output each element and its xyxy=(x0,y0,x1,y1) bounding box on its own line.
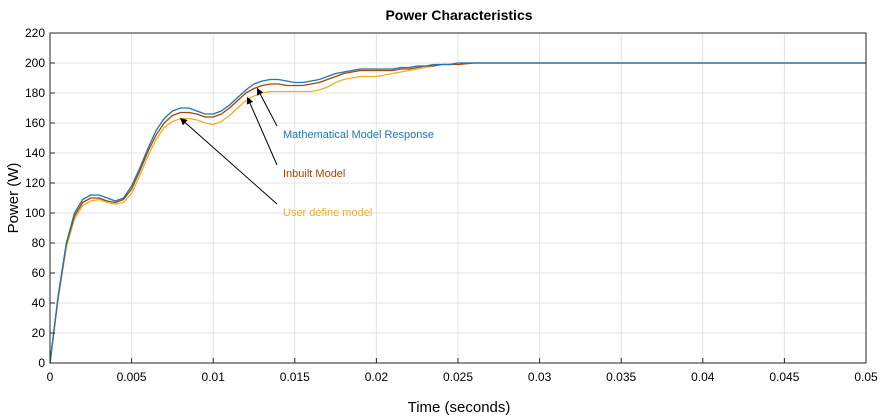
x-tick-label: 0.02 xyxy=(365,370,389,384)
series-layer xyxy=(49,62,866,364)
x-tick-label: 0.01 xyxy=(202,370,226,384)
series-line-mathematical-model-response xyxy=(49,62,866,364)
y-tick-label: 180 xyxy=(25,86,45,100)
y-tick-label: 220 xyxy=(25,26,45,40)
y-tick-label: 20 xyxy=(32,326,46,340)
y-tick-label: 140 xyxy=(25,146,45,160)
y-tick-label: 0 xyxy=(38,356,45,370)
grid-lines xyxy=(49,32,867,364)
x-tick-label: 0.05 xyxy=(854,370,878,384)
annotation-arrow xyxy=(180,118,278,205)
x-tick-label: 0.04 xyxy=(691,370,715,384)
y-tick-label: 100 xyxy=(25,206,45,220)
y-tick-label: 40 xyxy=(32,296,46,310)
y-tick-label: 160 xyxy=(25,116,45,130)
x-axis-label: Time (seconds) xyxy=(408,399,511,416)
axis-ticks: 0 0.005 0.01 0.015 0.02 0.025 0.03 0.035 0.04 0.0… xyxy=(25,26,878,384)
y-tick-label: 80 xyxy=(32,236,46,250)
x-tick-label: 0.03 xyxy=(528,370,552,384)
annotation-arrow xyxy=(246,96,278,166)
x-tick-label: 0.005 xyxy=(117,370,147,384)
x-tick-label: 0.015 xyxy=(280,370,310,384)
y-tick-label: 120 xyxy=(25,176,45,190)
chart-title: Power Characteristics xyxy=(385,7,532,23)
annotations: Mathematical Model Response Inbuilt Model… xyxy=(180,87,434,219)
x-tick-label: 0 xyxy=(47,370,54,384)
y-tick-label: 200 xyxy=(25,56,45,70)
annotation-arrow xyxy=(256,87,278,127)
x-tick-label: 0.025 xyxy=(443,370,473,384)
annotation-label: User define model xyxy=(283,207,372,219)
annotation-label: Inbuilt Model xyxy=(283,168,345,180)
annotation-label: Mathematical Model Response xyxy=(283,129,434,141)
x-tick-label: 0.035 xyxy=(606,370,636,384)
x-tick-label: 0.045 xyxy=(769,370,799,384)
y-tick-label: 60 xyxy=(32,266,46,280)
y-axis-label: Power (W) xyxy=(5,163,22,234)
